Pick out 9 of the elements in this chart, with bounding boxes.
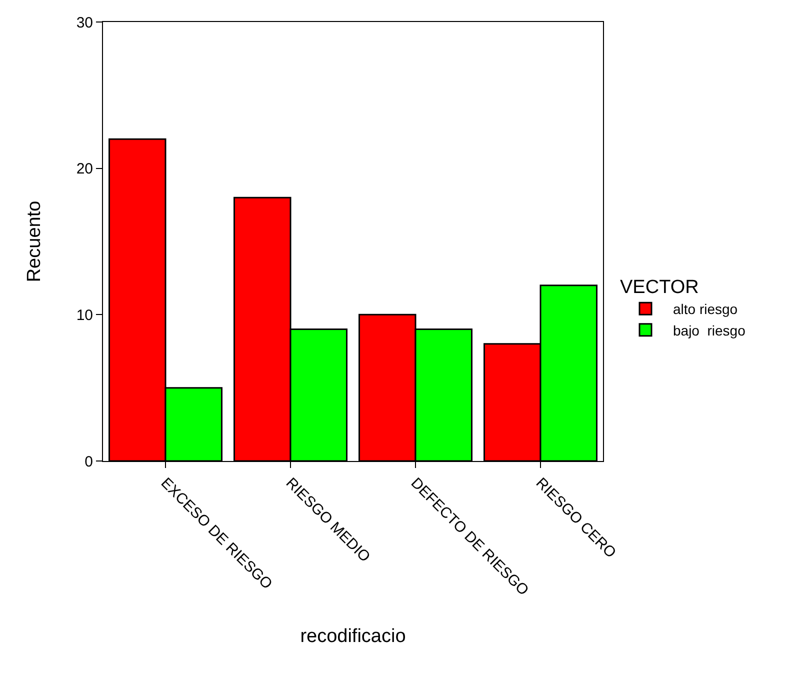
y-tick-label: 20: [76, 160, 93, 178]
legend-label: alto riesgo: [673, 301, 738, 318]
y-tick-label: 10: [76, 306, 93, 324]
y-axis-title: Recuento: [24, 200, 46, 282]
legend-label: bajo riesgo: [673, 322, 746, 338]
legend-title: VECTOR: [620, 277, 699, 298]
y-tick-label: 0: [84, 453, 93, 470]
x-axis-title: recodificacio: [300, 626, 406, 647]
y-tick-label: 30: [76, 14, 93, 32]
